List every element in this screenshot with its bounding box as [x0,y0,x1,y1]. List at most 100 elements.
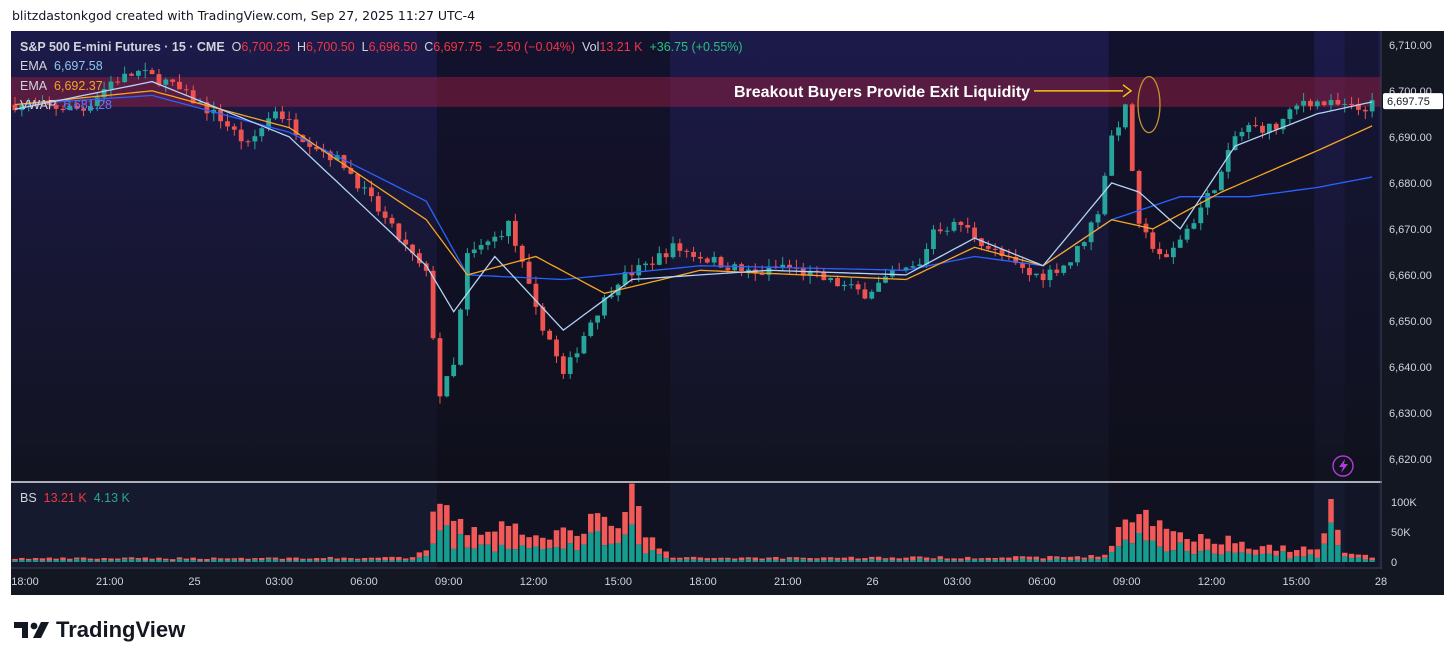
candle-body [889,269,895,277]
volume-bar-buy [252,558,258,560]
volume-bar-sell [965,560,971,562]
candle-body [1150,232,1156,249]
candle-body [1013,256,1019,264]
price-change: −2.50 (−0.04%) [488,40,576,54]
volume-bar-buy [87,558,94,561]
volume-bar-buy [773,556,779,560]
volume-bar-buy [683,557,690,560]
volume-bar-buy [1341,552,1348,557]
volume-bar-sell [430,543,436,562]
candle-body [512,220,518,246]
volume-bar-sell [1033,559,1040,562]
volume-tick-label: 100K [1391,497,1417,509]
candle-body [417,253,422,264]
volume-bar-sell [889,560,896,562]
volume-bar-buy [1019,556,1026,559]
volume-bar-buy [519,534,525,546]
candle-body [999,249,1005,256]
volume-bar-buy [245,558,251,561]
volume-bar-buy [731,558,738,560]
candle-body [458,309,463,365]
volume-bar-sell [875,560,882,562]
candle-body [670,243,676,258]
volume-bar-sell [1204,549,1211,562]
candle-body [499,236,505,238]
volume-bar-buy [1239,541,1245,553]
price-chart[interactable]: 6,710.006,700.006,690.006,680.006,670.00… [11,31,1444,595]
volume-bar-sell [738,560,745,562]
volume-bar-sell [1019,558,1026,562]
candle-body [238,129,244,142]
volume-bar-sell [450,548,457,562]
candle-body [375,196,381,212]
volume-bar-buy [1273,550,1279,556]
volume-bar-buy [457,518,464,535]
volume-bar-sell [862,560,868,562]
volume-bar-buy [1252,549,1259,555]
candle-body [1116,127,1121,136]
volume-label: Vol [582,40,600,54]
candle-body [190,90,196,104]
volume-bar-sell [1184,551,1190,562]
volume-bar-buy [354,558,361,561]
volume-bar-buy [67,558,73,561]
candle-body [917,264,923,267]
ema-slow-label: EMA [20,79,48,93]
candle-body [1198,207,1204,224]
volume-bar-buy [80,557,87,560]
candle-body [314,146,319,150]
candle-body [732,264,738,271]
x-tick-label: 09:00 [435,576,463,588]
volume-bar-sell [265,559,272,562]
candle-body [931,229,936,250]
volume-bar-sell [444,525,450,562]
vwap-legend: VWAP 6,681.28 [20,98,112,112]
candle-body [273,111,278,119]
volume-bar-buy [958,558,964,561]
candle-body [588,322,594,336]
candle-body [937,229,943,232]
candle-body [910,266,916,268]
volume-bar-sell [231,559,238,562]
candle-body [225,121,230,127]
volume-bar-sell [293,560,299,562]
volume-bar-buy [1129,522,1135,544]
volume-bar-buy [485,531,491,545]
volume-bar-buy [1184,538,1190,552]
volume-bar-sell [409,559,416,562]
volume-bar-sell [999,559,1005,562]
candle-body [1191,223,1197,229]
chart-frame[interactable]: 6,710.00 6,700.00 6,690.00 6,680.00 6,670.00… [11,31,1444,595]
volume-bar-sell [526,548,532,562]
volume-bar-sell [416,557,423,562]
candle-body [382,211,388,218]
candle-body [691,251,696,257]
candle-body [862,289,868,299]
candle-body [46,101,52,105]
candle-body [334,155,340,161]
volume-bar-buy [985,557,992,561]
x-tick-label: 15:00 [1282,576,1310,588]
volume-bar-sell [834,559,841,562]
volume-bar-buy [1047,556,1053,561]
volume-bar-sell [923,560,930,562]
volume-bar-buy [745,557,752,560]
volume-bar-sell [423,556,429,562]
volume-bar-buy [615,528,621,543]
candle-body [533,283,539,307]
volume-bar-buy [12,558,18,561]
volume-bar-buy [1259,546,1266,554]
volume-bar-buy [492,531,498,552]
volume-bar-buy [697,557,704,560]
volume-bar-sell [341,559,347,562]
candle-body [787,264,792,268]
candle-body [739,264,744,271]
x-tick-label: 06:00 [350,576,378,588]
volume-bar-sell [60,559,66,562]
y-tick-label: 6,630.00 [1389,408,1432,420]
volume-bar-buy [882,558,889,560]
volume-bar-sell [903,560,909,562]
volume-bar-sell [786,558,793,562]
volume-bar-buy [663,551,669,559]
candle-body [1294,105,1300,110]
